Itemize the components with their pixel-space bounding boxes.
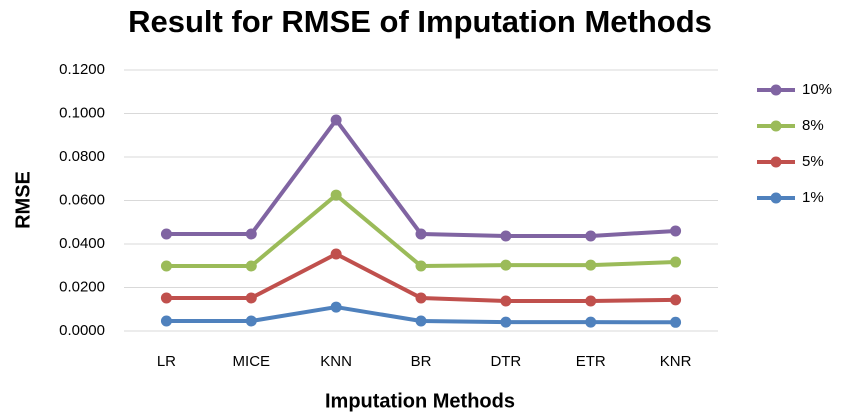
data-point (500, 316, 512, 328)
data-point (585, 316, 597, 328)
x-tick-label: KNN (320, 353, 352, 370)
x-tick-label: KNR (660, 353, 692, 370)
chart-title: Result for RMSE of Imputation Methods (128, 4, 712, 39)
data-point (670, 256, 682, 268)
y-tick-label: 0.1000 (59, 104, 105, 121)
data-point (330, 248, 342, 260)
data-point (330, 114, 342, 126)
data-point (160, 292, 172, 304)
data-point (245, 228, 257, 240)
legend-marker (770, 84, 782, 96)
data-point (160, 228, 172, 240)
x-tick-label: BR (411, 353, 432, 370)
legend-marker (770, 120, 782, 132)
data-point (415, 315, 427, 327)
legend-marker (770, 192, 782, 204)
data-point (330, 189, 342, 201)
x-tick-label: DTR (490, 353, 521, 370)
data-point (670, 294, 682, 306)
data-point (585, 295, 597, 307)
data-point (585, 230, 597, 242)
data-point (670, 316, 682, 328)
data-point (500, 295, 512, 307)
legend-label: 1% (802, 189, 824, 206)
x-tick-label: LR (157, 353, 176, 370)
y-axis-title: RMSE (12, 171, 34, 229)
y-tick-label: 0.0800 (59, 148, 105, 165)
data-point (245, 260, 257, 272)
data-point (330, 301, 342, 313)
data-point (670, 225, 682, 237)
data-point (160, 260, 172, 272)
y-tick-label: 0.0600 (59, 191, 105, 208)
y-tick-label: 0.1200 (59, 61, 105, 78)
data-point (160, 315, 172, 327)
x-axis-title: Imputation Methods (325, 390, 515, 412)
data-point (415, 292, 427, 304)
data-point (500, 230, 512, 242)
data-point (500, 259, 512, 271)
legend-marker (770, 156, 782, 168)
data-point (415, 260, 427, 272)
y-tick-label: 0.0400 (59, 235, 105, 252)
x-tick-label: MICE (233, 353, 271, 370)
legend-label: 10% (802, 81, 832, 98)
x-tick-label: ETR (576, 353, 606, 370)
legend-label: 8% (802, 117, 824, 134)
data-point (245, 292, 257, 304)
legend-label: 5% (802, 153, 824, 170)
y-tick-label: 0.0000 (59, 322, 105, 339)
data-point (245, 315, 257, 327)
series-line (166, 118, 676, 238)
data-point (585, 259, 597, 271)
y-tick-label: 0.0200 (59, 278, 105, 295)
data-point (415, 228, 427, 240)
